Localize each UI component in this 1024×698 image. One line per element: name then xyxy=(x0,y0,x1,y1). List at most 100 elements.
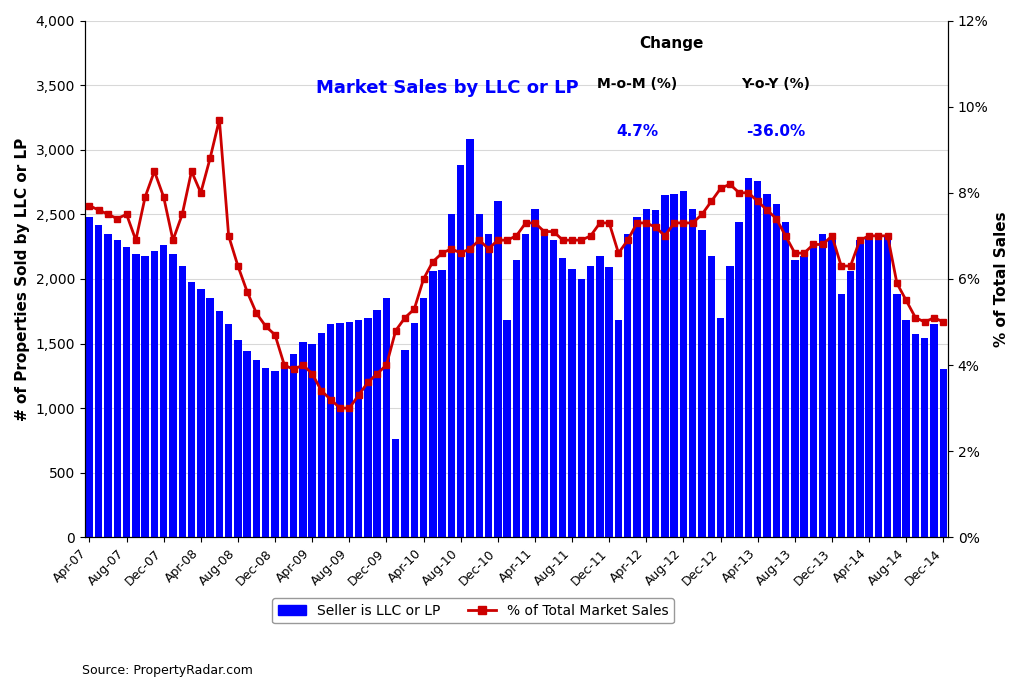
Bar xyxy=(411,323,418,537)
Bar xyxy=(216,311,223,537)
Bar xyxy=(86,217,93,537)
Bar xyxy=(447,214,455,537)
Bar xyxy=(819,234,826,537)
Bar xyxy=(662,195,669,537)
Bar xyxy=(726,266,733,537)
Bar xyxy=(522,234,529,537)
Bar xyxy=(763,193,771,537)
Bar xyxy=(782,222,790,537)
Bar xyxy=(605,267,613,537)
Bar xyxy=(178,266,186,537)
Bar xyxy=(614,320,623,537)
Bar xyxy=(197,289,205,537)
Bar xyxy=(457,165,465,537)
Bar xyxy=(559,258,566,537)
Bar xyxy=(187,282,196,537)
Bar xyxy=(931,324,938,537)
Bar xyxy=(365,318,372,537)
Text: Market Sales by LLC or LP: Market Sales by LLC or LP xyxy=(316,79,579,97)
Bar xyxy=(141,255,148,537)
Text: Source: PropertyRadar.com: Source: PropertyRadar.com xyxy=(82,664,253,677)
Text: Y-o-Y (%): Y-o-Y (%) xyxy=(740,77,810,91)
Bar xyxy=(299,342,306,537)
Bar xyxy=(281,364,288,537)
Bar xyxy=(865,239,872,537)
Bar xyxy=(633,217,641,537)
Bar xyxy=(671,193,678,537)
Bar xyxy=(513,260,520,537)
Text: 4.7%: 4.7% xyxy=(616,124,658,139)
Bar xyxy=(792,260,799,537)
Bar xyxy=(911,334,920,537)
Bar xyxy=(253,360,260,537)
Bar xyxy=(420,298,427,537)
Bar xyxy=(772,204,780,537)
Bar xyxy=(207,298,214,537)
Bar xyxy=(262,368,269,537)
Bar xyxy=(160,245,167,537)
Y-axis label: # of Properties Sold by LLC or LP: # of Properties Sold by LLC or LP xyxy=(15,138,30,421)
Bar xyxy=(234,340,242,537)
Bar xyxy=(624,234,632,537)
Bar xyxy=(717,318,724,537)
Bar xyxy=(495,202,502,537)
Bar xyxy=(531,209,539,537)
Bar xyxy=(596,255,603,537)
Bar xyxy=(114,240,121,537)
Bar xyxy=(550,240,557,537)
Bar xyxy=(587,266,594,537)
Bar xyxy=(838,295,845,537)
Bar xyxy=(336,323,344,537)
Bar xyxy=(643,209,650,537)
Bar xyxy=(169,254,177,537)
Bar xyxy=(104,234,112,537)
Bar xyxy=(392,439,399,537)
Bar xyxy=(680,191,687,537)
Text: -36.0%: -36.0% xyxy=(745,124,805,139)
Bar xyxy=(847,272,854,537)
Bar xyxy=(568,269,575,537)
Bar xyxy=(735,222,742,537)
Bar xyxy=(801,255,808,537)
Bar xyxy=(893,295,901,537)
Bar xyxy=(744,178,753,537)
Bar xyxy=(652,210,659,537)
Bar xyxy=(383,298,390,537)
Bar xyxy=(884,237,891,537)
Bar xyxy=(708,255,715,537)
Bar xyxy=(374,310,381,537)
Bar xyxy=(874,240,882,537)
Bar xyxy=(828,239,836,537)
Bar xyxy=(355,320,362,537)
Text: Change: Change xyxy=(640,36,703,51)
Bar xyxy=(132,254,139,537)
Bar xyxy=(429,272,436,537)
Bar xyxy=(902,320,910,537)
Bar xyxy=(856,240,863,537)
Bar xyxy=(225,324,232,537)
Bar xyxy=(484,234,493,537)
Bar xyxy=(95,225,102,537)
Text: M-o-M (%): M-o-M (%) xyxy=(597,77,677,91)
Bar xyxy=(541,230,548,537)
Bar xyxy=(689,209,696,537)
Bar xyxy=(308,343,315,537)
Bar xyxy=(810,243,817,537)
Bar xyxy=(466,140,474,537)
Legend: Seller is LLC or LP, % of Total Market Sales: Seller is LLC or LP, % of Total Market S… xyxy=(272,598,674,623)
Bar xyxy=(244,351,251,537)
Bar xyxy=(317,333,326,537)
Bar xyxy=(940,369,947,537)
Bar xyxy=(698,230,706,537)
Bar xyxy=(504,320,511,537)
Bar xyxy=(327,324,335,537)
Bar xyxy=(921,339,929,537)
Bar xyxy=(578,279,585,537)
Bar xyxy=(438,270,445,537)
Bar xyxy=(151,251,158,537)
Bar xyxy=(271,371,279,537)
Bar xyxy=(123,246,130,537)
Bar xyxy=(290,354,297,537)
Bar xyxy=(345,322,353,537)
Bar xyxy=(401,350,409,537)
